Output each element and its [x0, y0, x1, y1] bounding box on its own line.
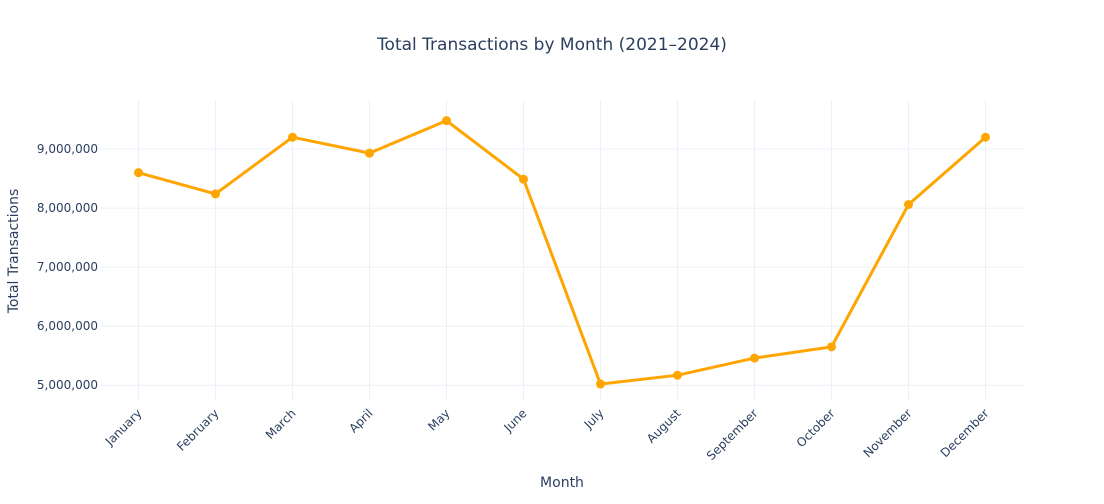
series-lines	[137, 119, 987, 386]
data-point[interactable]	[904, 200, 913, 210]
series-points	[134, 116, 990, 389]
data-point[interactable]	[750, 353, 759, 363]
y-tick-label: 6,000,000	[37, 319, 98, 333]
x-tick-label: December	[938, 406, 992, 460]
y-tick-label: 9,000,000	[37, 142, 98, 156]
x-tick-label: September	[704, 406, 761, 463]
x-tick-label: March	[263, 406, 299, 442]
series-line	[137, 119, 987, 386]
y-tick-label: 8,000,000	[37, 201, 98, 215]
x-tick-label: May	[425, 406, 452, 433]
y-tick-label: 7,000,000	[37, 260, 98, 274]
data-point[interactable]	[827, 342, 836, 352]
x-axis-label: Month	[540, 475, 584, 491]
x-tick-label: August	[644, 406, 684, 446]
data-point[interactable]	[211, 189, 220, 199]
x-tick-label: October	[794, 406, 838, 450]
data-point[interactable]	[673, 370, 682, 380]
data-point[interactable]	[442, 116, 451, 126]
y-axis-label: Total Transactions	[6, 189, 22, 315]
data-point[interactable]	[288, 132, 297, 142]
x-tick-label: July	[581, 406, 607, 432]
x-tick-label: February	[174, 406, 222, 454]
x-axis-ticks: January February March April May June July Augu…	[102, 406, 992, 463]
y-tick-label: 5,000,000	[37, 378, 98, 392]
x-tick-label: April	[346, 406, 375, 435]
x-tick-label: November	[861, 406, 915, 460]
data-point[interactable]	[596, 379, 605, 389]
data-point[interactable]	[981, 132, 990, 142]
grid-lines	[100, 100, 1024, 400]
data-point[interactable]	[365, 148, 374, 158]
x-tick-label: January	[102, 406, 145, 449]
data-point[interactable]	[519, 174, 528, 184]
data-point[interactable]	[134, 168, 143, 178]
x-tick-label: June	[501, 406, 530, 435]
chart-title: Total Transactions by Month (2021–2024)	[376, 35, 727, 55]
y-axis-ticks: 5,000,000 6,000,000 7,000,000 8,000,000 9,00…	[37, 142, 98, 392]
